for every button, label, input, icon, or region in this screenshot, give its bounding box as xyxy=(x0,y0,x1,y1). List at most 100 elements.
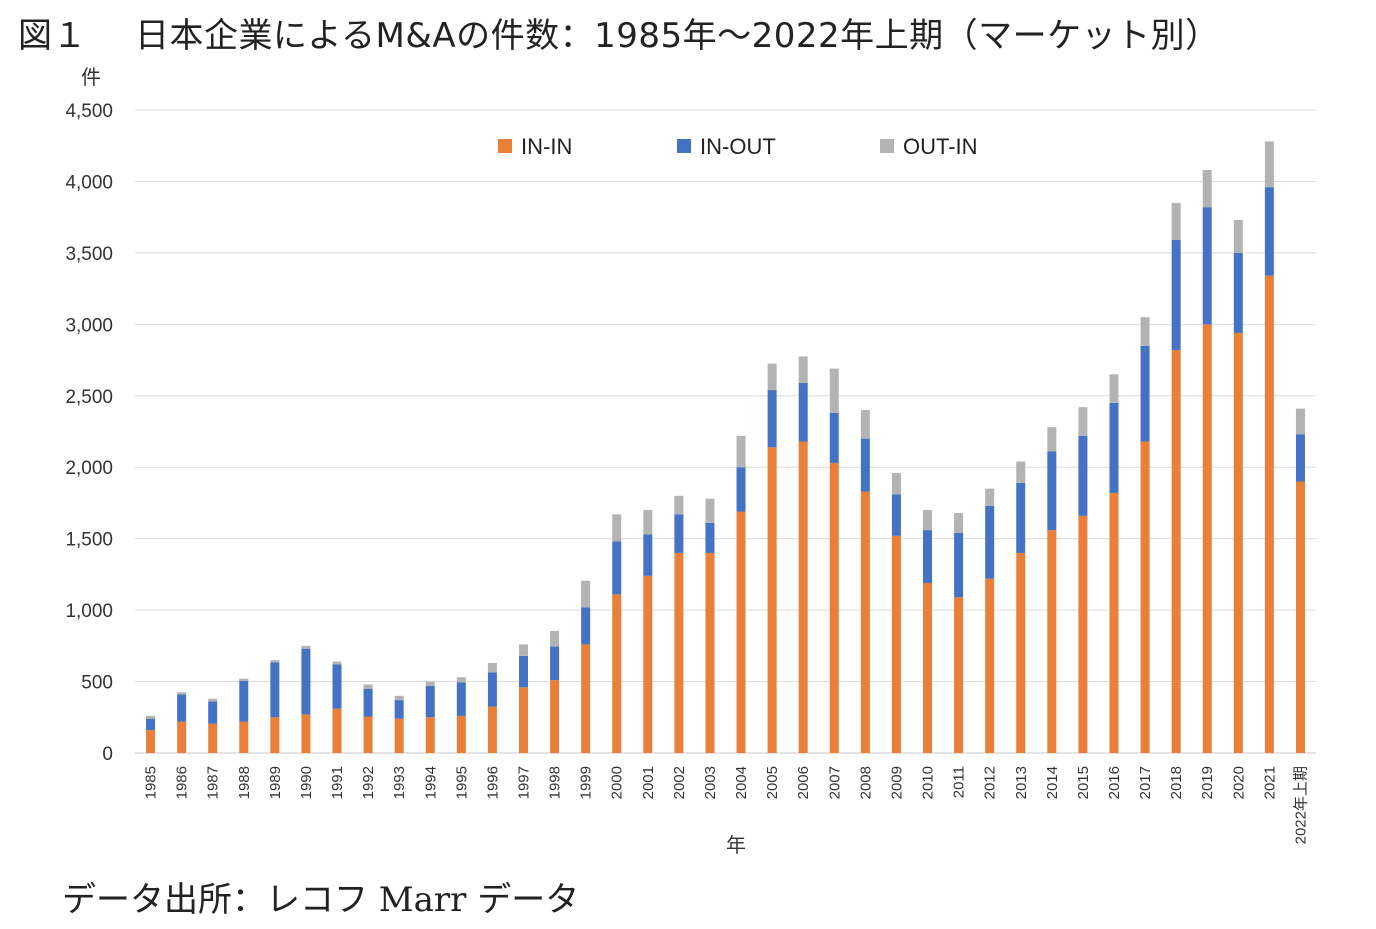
bar-segment-in-out xyxy=(363,688,373,717)
bar-segment-out-in xyxy=(985,488,995,506)
bar-segment-in-out xyxy=(767,390,777,448)
bar-segment-out-in xyxy=(1047,427,1057,452)
y-axis-ticks: 0 500 1,000 1,500 2,000 2,500 3,000 3,500 4,000 4… xyxy=(65,101,113,765)
bar-segment-in-out xyxy=(736,467,746,512)
bar-segment-out-in xyxy=(829,368,839,413)
bar-segment-in-out xyxy=(1078,435,1088,516)
legend-swatch xyxy=(498,139,512,153)
x-tick-label: 2007 xyxy=(826,766,843,799)
bar-segment-in-in xyxy=(612,594,622,753)
y-tick-label: 0 xyxy=(102,744,113,765)
bar-segment-out-in xyxy=(456,677,466,683)
legend-label: IN-IN xyxy=(521,134,572,159)
bar-segment-out-in xyxy=(674,495,684,515)
bar-segment-out-in xyxy=(1109,374,1119,403)
bar-segment-in-out xyxy=(1264,187,1274,276)
bar-segment-in-out xyxy=(1295,434,1305,482)
y-tick-label: 3,500 xyxy=(65,244,113,265)
x-tick-label: 2016 xyxy=(1106,766,1123,799)
bar-segment-in-in xyxy=(1171,350,1181,753)
x-tick-label: 2018 xyxy=(1168,766,1185,799)
x-tick-label: 1987 xyxy=(205,766,222,799)
x-tick-label: 2003 xyxy=(702,766,719,799)
x-tick-label: 2011 xyxy=(951,766,968,798)
bar-segment-out-in xyxy=(487,662,497,673)
bar-segment-in-in xyxy=(643,575,653,753)
bar-segment-in-out xyxy=(923,530,933,583)
x-axis-ticks: 1985 1986 1987 1988 1989 1990 1991 1992 1993 1994… xyxy=(143,766,1310,844)
bar-segment-in-out xyxy=(239,680,249,722)
bar-segment-out-in xyxy=(301,645,311,649)
bar-segment-in-in xyxy=(301,714,311,753)
bar-segment-in-in xyxy=(456,715,466,753)
y-tick-label: 2,000 xyxy=(65,458,113,479)
bar-segment-out-in xyxy=(923,510,933,531)
bar-segment-in-out xyxy=(270,662,280,718)
y-axis-label: 件 xyxy=(81,65,101,89)
x-tick-label: 2022年上期 xyxy=(1292,766,1309,844)
y-tick-label: 1,000 xyxy=(65,601,113,622)
bar-segment-in-out xyxy=(518,655,528,688)
bar-segment-out-in xyxy=(1171,202,1181,241)
figure-title: 図１ 日本企業によるM&Aの件数：1985年～2022年上期（マーケット別） xyxy=(18,8,1220,57)
x-tick-label: 1985 xyxy=(143,766,160,799)
bar-segment-in-in xyxy=(177,721,187,753)
x-tick-label: 1992 xyxy=(360,766,377,799)
bar-segment-out-in xyxy=(954,512,964,533)
bar-segment-in-in xyxy=(1264,275,1274,753)
bar-segment-out-in xyxy=(612,514,622,542)
bar-segment-in-in xyxy=(239,721,249,753)
bar-segment-in-out xyxy=(954,532,964,598)
y-tick-label: 3,000 xyxy=(65,315,113,336)
bar-segment-in-in xyxy=(394,718,404,753)
bar-segment-in-in xyxy=(425,717,435,753)
bar-segment-in-out xyxy=(891,494,901,536)
gridlines xyxy=(135,109,1316,754)
bar-segment-in-out xyxy=(1171,240,1181,351)
bars xyxy=(146,141,1305,753)
bar-segment-in-in xyxy=(518,687,528,753)
x-tick-label: 2017 xyxy=(1137,766,1154,799)
x-tick-label: 2014 xyxy=(1044,766,1061,799)
bar-segment-in-out xyxy=(643,534,653,576)
bar-segment-in-out xyxy=(208,701,218,724)
chart-title: 日本企業によるM&Aの件数：1985年～2022年上期（マーケット別） xyxy=(135,16,1220,56)
bar-segment-in-in xyxy=(270,717,280,753)
bar-segment-out-in xyxy=(363,684,373,689)
bar-segment-in-out xyxy=(425,685,435,718)
bar-segment-out-in xyxy=(550,630,560,647)
x-tick-label: 2020 xyxy=(1230,766,1247,799)
x-tick-label: 2000 xyxy=(609,766,626,799)
legend-swatch xyxy=(880,139,894,153)
bar-segment-in-in xyxy=(146,730,156,753)
bar-segment-in-in xyxy=(208,723,218,753)
x-tick-label: 2021 xyxy=(1261,766,1278,799)
bar-segment-in-out xyxy=(1233,252,1243,333)
x-tick-label: 1996 xyxy=(484,766,501,799)
bar-segment-out-in xyxy=(1078,407,1088,436)
x-tick-label: 2004 xyxy=(733,766,750,799)
legend-label: IN-OUT xyxy=(700,134,776,159)
x-tick-label: 1989 xyxy=(267,766,284,799)
bar-segment-in-out xyxy=(550,646,560,681)
bar-segment-in-out xyxy=(829,412,839,463)
x-tick-label: 1986 xyxy=(174,766,191,799)
bar-segment-out-in xyxy=(860,410,870,439)
y-tick-label: 2,500 xyxy=(65,387,113,408)
bar-segment-in-out xyxy=(612,541,622,595)
bar-segment-out-in xyxy=(891,472,901,495)
bar-segment-in-in xyxy=(1016,552,1026,753)
bar-segment-out-in xyxy=(1233,220,1243,253)
bar-segment-in-in xyxy=(798,441,808,753)
bar-segment-in-out xyxy=(301,648,311,715)
x-tick-label: 1997 xyxy=(515,766,532,799)
bar-segment-in-in xyxy=(487,706,497,753)
bar-segment-in-out xyxy=(1047,451,1057,531)
bar-segment-out-in xyxy=(208,698,218,702)
bar-segment-in-out xyxy=(1202,207,1212,325)
bar-segment-in-in xyxy=(1202,324,1212,753)
x-tick-label: 2019 xyxy=(1199,766,1216,799)
bar-segment-in-out xyxy=(798,382,808,442)
legend-swatch xyxy=(677,139,691,153)
x-tick-label: 2006 xyxy=(795,766,812,799)
